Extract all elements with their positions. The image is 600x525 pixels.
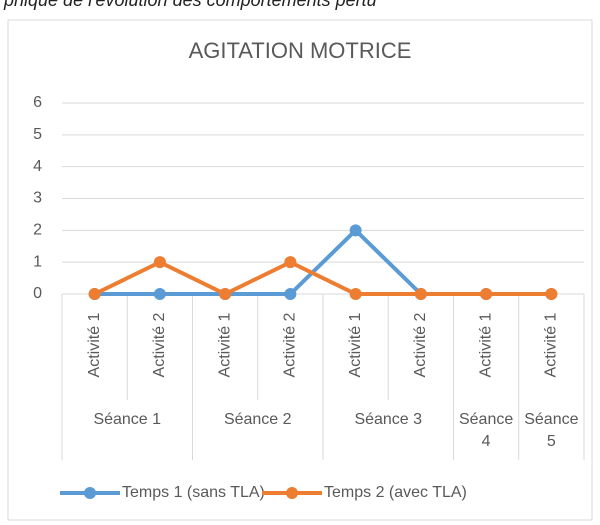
x-tick-label: Activité 1: [543, 312, 560, 377]
point: [219, 288, 232, 300]
point: [414, 288, 427, 300]
group-label: Séance 3: [354, 411, 423, 428]
x-tick-label: Activité 2: [282, 312, 299, 377]
point: [545, 288, 558, 300]
y-tick-label: 4: [33, 158, 42, 175]
x-tick-label: Activité 1: [86, 312, 103, 377]
group-label: Séance 1: [93, 411, 162, 428]
point: [284, 256, 297, 269]
chart-title: AGITATION MOTRICE: [189, 38, 412, 63]
point: [349, 224, 362, 237]
point: [88, 288, 101, 300]
x-tick-label: Activité 1: [216, 312, 233, 377]
group-label: Séance 4: [458, 411, 514, 450]
point: [284, 288, 297, 300]
legend-marker: [84, 487, 96, 499]
legend-label: Temps 2 (avec TLA): [324, 484, 467, 501]
point: [153, 288, 166, 300]
y-tick-label: 1: [33, 253, 42, 270]
y-tick-label: 3: [33, 190, 42, 207]
legend-marker: [286, 487, 298, 499]
x-tick-label: Activité 1: [477, 312, 494, 377]
y-tick-label: 2: [33, 222, 42, 239]
x-tick-label: Activité 1: [347, 312, 364, 377]
group-label: Séance 5: [524, 411, 579, 450]
y-tick-label: 5: [33, 126, 42, 143]
y-tick-label: 6: [33, 94, 42, 111]
legend-label: Temps 1 (sans TLA): [122, 484, 265, 501]
x-tick-label: Activité 2: [412, 312, 429, 377]
y-tick-label: 0: [33, 285, 42, 302]
group-label: Séance 2: [223, 411, 292, 428]
point: [153, 256, 166, 269]
point: [349, 288, 362, 300]
series-line: [93, 259, 552, 297]
x-tick-label: Activité 2: [151, 312, 168, 377]
caption: phique de l'évolution des comportements …: [4, 0, 377, 10]
point: [480, 288, 493, 300]
